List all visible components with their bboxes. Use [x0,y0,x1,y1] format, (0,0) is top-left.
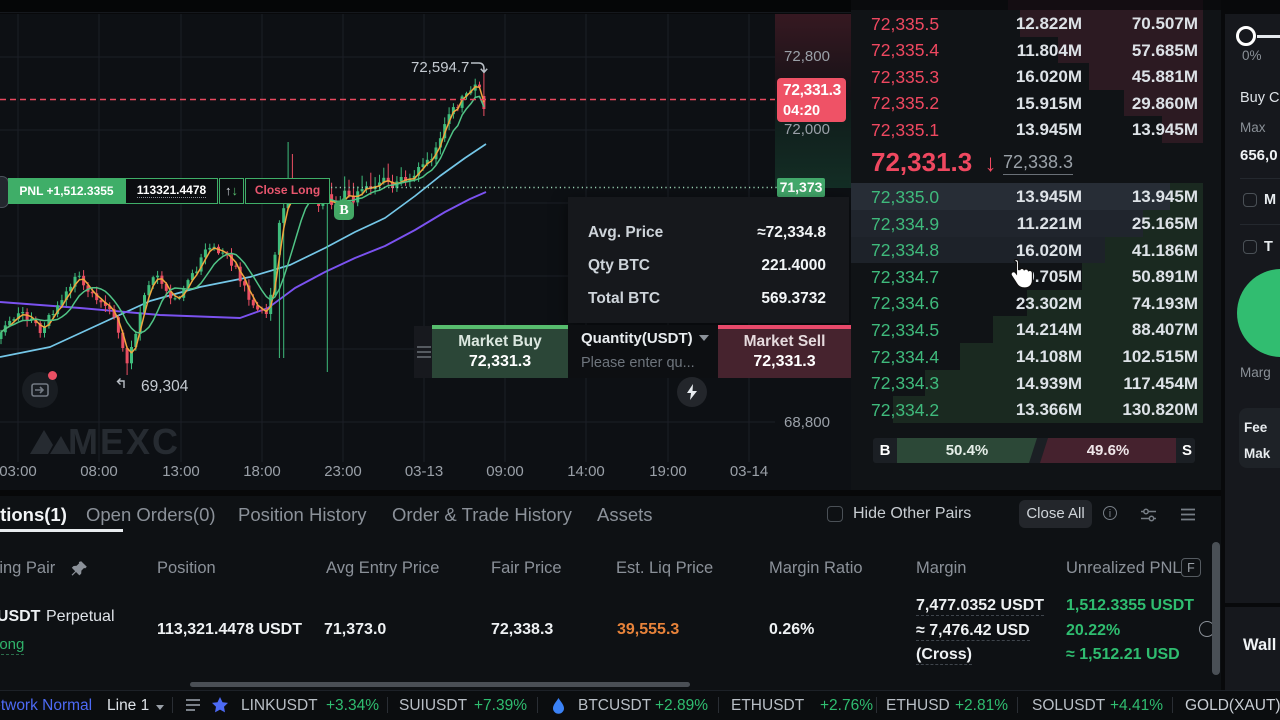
svg-text:72,594.7: 72,594.7 [411,59,469,76]
svg-text:69,304: 69,304 [141,378,189,395]
svg-text:MEXC: MEXC [68,421,180,462]
